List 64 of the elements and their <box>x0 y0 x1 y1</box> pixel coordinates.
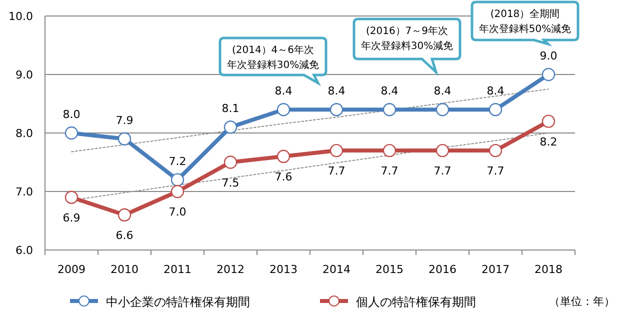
point <box>382 144 396 158</box>
point <box>170 184 184 198</box>
y-tick-label: 8.0 <box>16 127 33 140</box>
annotation: (2014）4～6年次年次登録料30%減免 <box>226 44 320 71</box>
data-label: 7.7 <box>434 164 452 178</box>
annotation: (2018）全期間年次登録料50%減免 <box>478 8 572 35</box>
point <box>542 114 556 128</box>
point <box>382 103 396 116</box>
point <box>224 156 238 169</box>
text: （単位：年） <box>549 295 615 308</box>
data-label: 7.7 <box>328 164 346 178</box>
data-label: 8.4 <box>328 84 346 98</box>
y-tick-label: 9.0 <box>16 68 33 82</box>
data-label: 8.1 <box>222 102 240 116</box>
point <box>330 103 344 116</box>
x-tick-label: 2015 <box>376 263 404 276</box>
point <box>118 132 132 146</box>
callout: (2016）7～9年次年次登録料30%減免 <box>352 18 462 74</box>
data-label: 8.2 <box>540 135 558 148</box>
point <box>488 103 502 116</box>
point <box>330 144 344 158</box>
point <box>118 208 132 222</box>
data-label: 8.4 <box>486 84 504 98</box>
point <box>64 190 78 204</box>
data-label: 7.0 <box>168 206 186 218</box>
x-tick-label: 2011 <box>164 263 192 276</box>
y-tick-label: 6.0 <box>16 244 33 257</box>
legend-label: 個人の特許権保有期間 <box>356 295 476 309</box>
y-tick-label: 7.0 <box>16 186 33 198</box>
point <box>436 144 450 158</box>
annotation: (2016）7～9年次年次登録料30%減免 <box>360 25 454 52</box>
x-tick-label: 2012 <box>216 263 244 276</box>
x-tick-label: 2014 <box>322 263 350 276</box>
data-label: 7.5 <box>222 176 240 190</box>
data-label: 7.7 <box>486 164 504 178</box>
data-label: 8.4 <box>274 84 292 98</box>
data-label: 9.0 <box>540 50 558 62</box>
point <box>488 144 502 158</box>
data-label: 7.7 <box>380 164 398 178</box>
point <box>170 173 184 186</box>
data-label: 8.4 <box>380 84 398 98</box>
callout: (2018）全期間年次登録料50%減免 <box>470 0 580 46</box>
legend-label: 中小企業の特許権保有期間 <box>106 295 250 309</box>
data-label: 6.9 <box>62 211 80 224</box>
data-label: 6.6 <box>116 228 134 242</box>
x-tick-label: 2010 <box>110 263 138 276</box>
point <box>224 120 238 134</box>
callout: (2014）4～6年次年次登録料30%減免 <box>218 36 328 84</box>
data-label: 8.0 <box>62 108 80 121</box>
data-label: 8.4 <box>434 84 452 98</box>
point <box>276 150 290 163</box>
point <box>276 103 290 116</box>
x-tick-label: 2013 <box>270 263 298 276</box>
x-tick-label: 2018 <box>534 263 562 276</box>
point <box>542 68 556 82</box>
point <box>436 103 450 116</box>
data-label: 7.6 <box>274 170 292 184</box>
x-tick-label: 2016 <box>428 263 456 276</box>
x-tick-label: 2009 <box>58 263 86 276</box>
data-label: 7.2 <box>168 154 186 168</box>
y-tick-label: 10.0 <box>8 10 33 23</box>
x-tick-label: 2017 <box>482 263 510 276</box>
data-label: 7.9 <box>116 114 134 127</box>
point <box>64 126 78 140</box>
